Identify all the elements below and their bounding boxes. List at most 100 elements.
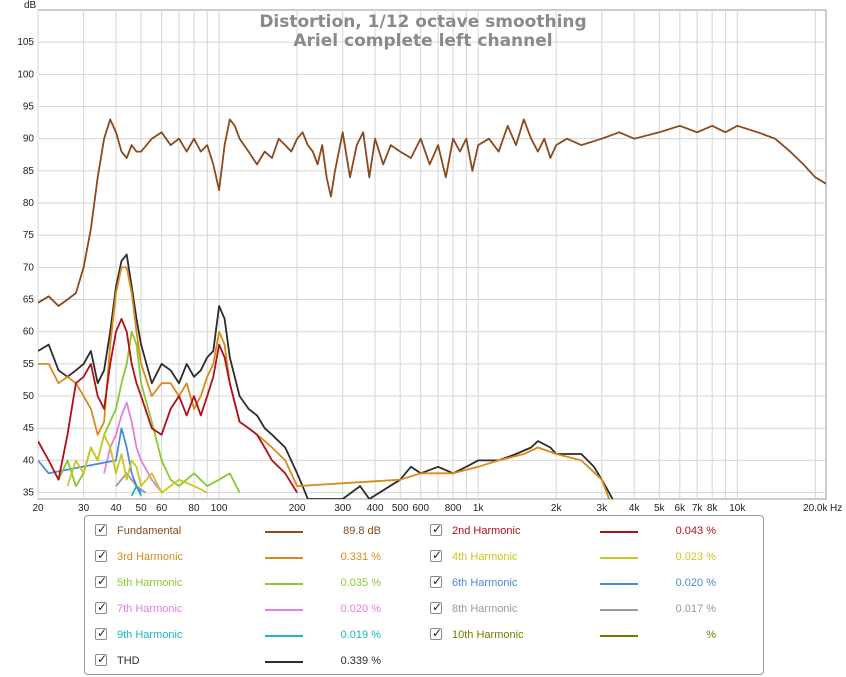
legend-label: 3rd Harmonic: [117, 551, 184, 563]
grid-layer: [37, 10, 826, 499]
x-tick-label: 20: [32, 503, 44, 514]
legend-value: 0.331 %: [340, 551, 381, 563]
x-tick-label: 40: [110, 503, 122, 514]
x-tick-label: 50: [136, 503, 148, 514]
y-tick-label: 40: [23, 455, 35, 466]
series-line-8th-harmonic: [115, 472, 147, 494]
legend-label: 5th Harmonic: [117, 577, 183, 589]
y-tick-label: 105: [17, 37, 34, 48]
legend-panel: Fundamental 89.8 dB 2nd Harmonic 0.043 % 3rd…: [84, 515, 764, 675]
y-tick-label: 100: [17, 69, 34, 80]
legend-swatch: [265, 531, 303, 533]
legend-item-fundamental[interactable]: Fundamental 89.8 dB: [95, 522, 395, 540]
y-tick-label: 50: [23, 391, 35, 402]
legend-item-thd[interactable]: THD 0.339 %: [95, 652, 395, 670]
legend-checkbox[interactable]: [95, 652, 107, 666]
legend-label: 9th Harmonic: [117, 629, 183, 641]
legend-label: 10th Harmonic: [452, 629, 524, 641]
chart-title: Distortion, 1/12 octave smoothing: [259, 12, 586, 32]
legend-value: %: [706, 629, 716, 641]
legend-checkbox[interactable]: [95, 548, 107, 562]
legend-item-3rd-harmonic[interactable]: 3rd Harmonic 0.331 %: [95, 548, 395, 566]
y-axis-unit: dB: [24, 0, 37, 11]
legend-swatch: [600, 557, 638, 559]
y-tick-label: 65: [23, 295, 35, 306]
plot-background: [37, 9, 827, 500]
x-axis-unit: Hz: [830, 503, 842, 514]
x-tick-label: 80: [188, 503, 200, 514]
x-tick-label: 60: [156, 503, 168, 514]
y-tick-label: 35: [23, 488, 35, 499]
legend-value: 0.339 %: [340, 655, 381, 667]
series-line-4th-harmonic: [66, 433, 208, 494]
x-tick-label: 6k: [675, 503, 687, 514]
series-line-3rd-harmonic: [38, 266, 610, 499]
legend-checkbox[interactable]: [95, 574, 107, 588]
legend-checkbox[interactable]: [430, 600, 442, 614]
legend-checkbox[interactable]: [95, 626, 107, 640]
legend-swatch: [600, 635, 638, 637]
x-tick-label: 4k: [629, 503, 641, 514]
legend-checkbox[interactable]: [430, 626, 442, 640]
x-tick-label: 300: [334, 503, 351, 514]
legend-checkbox[interactable]: [430, 522, 442, 536]
legend-value: 0.023 %: [675, 551, 716, 563]
axis-layer: 35 40 45 50 55 60 65 70 75 80 85 90 95 100 105 20 30 40 50…: [17, 37, 828, 514]
x-tick-label: 8k: [707, 503, 719, 514]
x-tick-label: 600: [412, 503, 429, 514]
x-tick-label: 500: [392, 503, 409, 514]
legend-checkbox[interactable]: [430, 548, 442, 562]
y-tick-label: 45: [23, 423, 35, 434]
legend-item-5th-harmonic[interactable]: 5th Harmonic 0.035 %: [95, 574, 395, 592]
legend-checkbox[interactable]: [95, 600, 107, 614]
x-tick-label: 400: [367, 503, 384, 514]
legend-swatch: [600, 583, 638, 585]
legend-label: 6th Harmonic: [452, 577, 518, 589]
legend-item-10th-harmonic[interactable]: 10th Harmonic%: [430, 626, 730, 644]
legend-swatch: [600, 609, 638, 611]
legend-item-9th-harmonic[interactable]: 9th Harmonic 0.019 %: [95, 626, 395, 644]
legend-item-2nd-harmonic[interactable]: 2nd Harmonic 0.043 %: [430, 522, 730, 540]
legend-item-6th-harmonic[interactable]: 6th Harmonic 0.020 %: [430, 574, 730, 592]
series-line-fundamental: [38, 118, 826, 307]
legend-value: 0.017 %: [675, 603, 716, 615]
legend-checkbox[interactable]: [430, 574, 442, 588]
x-tick-label: 20.0k: [803, 503, 828, 514]
y-tick-label: 80: [23, 198, 35, 209]
y-tick-label: 90: [23, 134, 35, 145]
x-tick-label: 200: [289, 503, 306, 514]
distortion-chart: 35 40 45 50 55 60 65 70 75 80 85 90 95 100 105 20 30 40 50…: [17, 0, 842, 514]
legend-item-7th-harmonic[interactable]: 7th Harmonic 0.020 %: [95, 600, 395, 618]
legend-label: THD: [117, 655, 140, 667]
x-tick-label: 7k: [692, 503, 704, 514]
y-tick-label: 70: [23, 262, 35, 273]
legend-swatch: [265, 661, 303, 663]
y-tick-label: 95: [23, 102, 35, 113]
legend-value: 0.035 %: [340, 577, 381, 589]
x-tick-label: 800: [445, 503, 462, 514]
legend-value: 0.019 %: [340, 629, 381, 641]
y-tick-label: 55: [23, 359, 35, 370]
legend-checkbox[interactable]: [95, 522, 107, 536]
x-tick-label: 30: [78, 503, 90, 514]
legend-label: 4th Harmonic: [452, 551, 518, 563]
legend-value: 0.020 %: [675, 577, 716, 589]
legend-swatch: [265, 557, 303, 559]
legend-item-4th-harmonic[interactable]: 4th Harmonic 0.023 %: [430, 548, 730, 566]
series-line-7th-harmonic: [103, 401, 163, 494]
legend-label: 2nd Harmonic: [452, 525, 521, 537]
y-tick-label: 75: [23, 230, 35, 241]
x-tick-label: 10k: [729, 503, 746, 514]
legend-swatch: [265, 609, 303, 611]
chart-subtitle: Ariel complete left channel: [293, 31, 552, 51]
y-tick-label: 60: [23, 327, 35, 338]
legend-value: 0.043 %: [675, 525, 716, 537]
legend-item-8th-harmonic[interactable]: 8th Harmonic 0.017 %: [430, 600, 730, 618]
legend-value: 89.8 dB: [343, 525, 381, 537]
legend-label: Fundamental: [117, 525, 182, 537]
x-tick-label: 3k: [597, 503, 609, 514]
legend-value: 0.020 %: [340, 603, 381, 615]
legend-swatch: [265, 583, 303, 585]
legend-label: 7th Harmonic: [117, 603, 183, 615]
y-tick-label: 85: [23, 166, 35, 177]
